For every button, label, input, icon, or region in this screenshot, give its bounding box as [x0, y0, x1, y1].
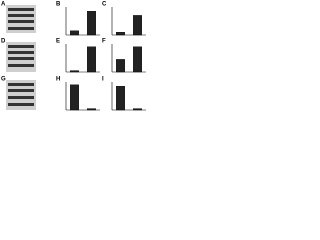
panel-label: D	[1, 39, 6, 45]
bar	[87, 108, 96, 111]
band	[8, 20, 34, 23]
panel-label: F	[102, 39, 106, 45]
bar	[116, 85, 125, 111]
band	[8, 14, 34, 17]
band	[8, 57, 34, 60]
panel-label: C	[102, 2, 107, 8]
band	[8, 51, 34, 54]
band	[8, 96, 34, 99]
band	[8, 89, 34, 92]
bar	[70, 70, 79, 73]
panel-label: A	[1, 2, 6, 8]
panel-label: I	[102, 77, 104, 83]
bar	[87, 46, 96, 73]
band	[8, 45, 34, 48]
panel-label: H	[56, 77, 60, 83]
panel-label: B	[56, 2, 61, 8]
bar	[70, 30, 79, 36]
bar	[133, 15, 142, 36]
bar	[116, 32, 125, 36]
band	[8, 103, 34, 106]
bar	[133, 46, 142, 73]
figure: A D G B C E F H I	[1, 2, 146, 111]
blot-a	[6, 5, 36, 33]
panel-label: G	[1, 77, 6, 83]
band	[8, 83, 34, 86]
band	[8, 8, 34, 11]
blot-d	[6, 42, 36, 72]
panel-label: E	[56, 39, 60, 45]
bar	[116, 59, 125, 73]
bar	[133, 108, 142, 111]
bar	[70, 84, 79, 111]
band	[8, 64, 34, 67]
blot-g	[6, 80, 36, 110]
bar	[87, 10, 96, 36]
band	[8, 27, 34, 30]
